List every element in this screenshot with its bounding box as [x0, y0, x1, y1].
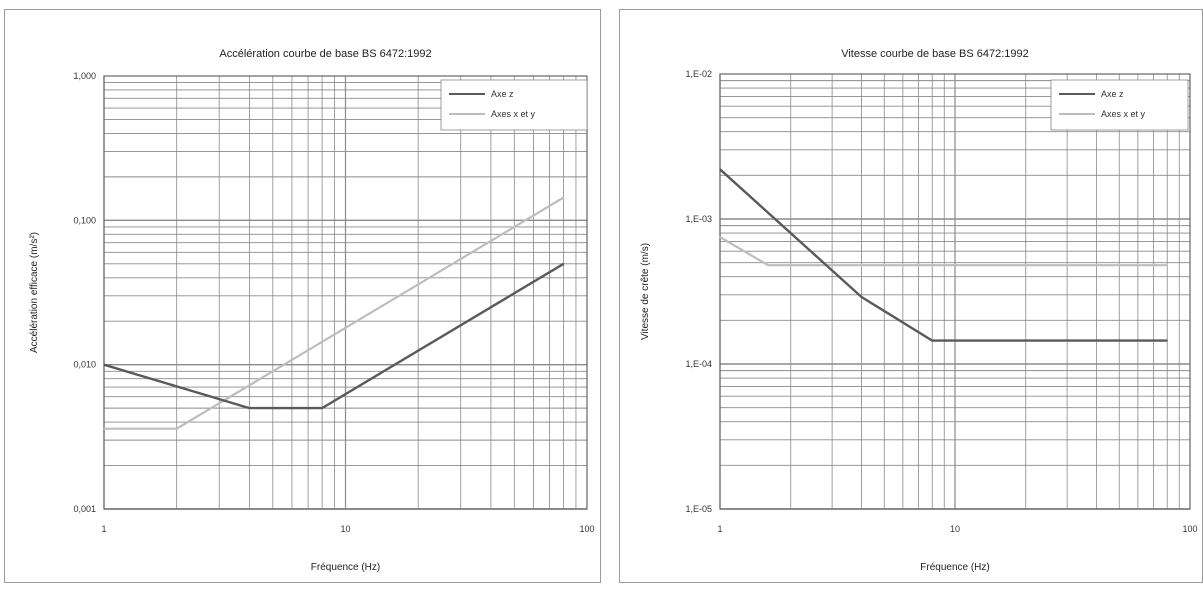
legend-label-axe-z: Axe z: [491, 89, 514, 99]
series-axe-z-point: [931, 340, 933, 342]
vitesse-chart: Vitesse courbe de base BS 6472:1992 1,E-0…: [640, 48, 1198, 573]
chart-panel-vitesse: Vitesse courbe de base BS 6472:1992 1,E-0…: [619, 9, 1203, 583]
series-axe-z-point: [562, 263, 565, 265]
plot-border: [103, 75, 588, 510]
chart-panel-acceleration: Accélération courbe de base BS 6472:1992…: [4, 9, 601, 583]
x-tick-label: 100: [579, 524, 594, 534]
x-axis-label: Fréquence (Hz): [920, 562, 989, 573]
y-axis-label: Accélération efficace (m/s²): [29, 232, 40, 353]
x-tick-label: 1: [717, 524, 722, 534]
y-tick-label: 0,100: [73, 215, 96, 225]
legend-label-axes-x-y: Axes x et y: [491, 109, 536, 119]
series-axes-x-y-point: [176, 428, 178, 430]
series-axe-z-point: [321, 407, 323, 409]
x-tick-label: 100: [1182, 524, 1197, 534]
legend-box: [440, 79, 588, 131]
series-axe-z-line: [103, 262, 565, 410]
series-axe-z-point: [719, 168, 721, 170]
y-tick-label: 1,E-05: [685, 504, 712, 514]
y-tick-label: 0,010: [73, 360, 96, 370]
y-axis-label: Vitesse de crête (m/s): [640, 243, 651, 340]
series-axes-x-y-point: [103, 428, 105, 430]
acceleration-chart: Accélération courbe de base BS 6472:1992…: [29, 48, 595, 573]
plot-border: [719, 73, 1191, 510]
chart-title: Vitesse courbe de base BS 6472:1992: [841, 48, 1029, 60]
legend-box: [1050, 79, 1189, 131]
series-axes-x-y-point: [562, 196, 565, 199]
y-tick-label: 0,001: [73, 504, 96, 514]
y-tick-label: 1,000: [73, 71, 96, 81]
y-tick-label: 1,E-02: [685, 69, 712, 79]
series-axe-z-line: [719, 168, 1168, 342]
series-axe-z-point: [1166, 340, 1168, 342]
series-axes-x-y-point: [1166, 264, 1168, 266]
series-axe-z-point: [248, 407, 250, 409]
chart-title: Accélération courbe de base BS 6472:1992: [219, 48, 431, 60]
series-axes-x-y-point: [719, 236, 721, 238]
series-axe-z-point: [860, 296, 863, 298]
x-tick-label: 10: [950, 524, 960, 534]
x-tick-label: 1: [101, 524, 106, 534]
x-axis-label: Fréquence (Hz): [311, 562, 380, 573]
y-tick-label: 1,E-04: [685, 359, 712, 369]
legend-label-axe-z: Axe z: [1101, 89, 1124, 99]
y-tick-label: 1,E-03: [685, 214, 712, 224]
x-tick-label: 10: [340, 524, 350, 534]
legend-label-axes-x-y: Axes x et y: [1101, 109, 1146, 119]
series-axe-z-point: [103, 364, 105, 366]
series-axes-x-y-point: [767, 264, 769, 266]
